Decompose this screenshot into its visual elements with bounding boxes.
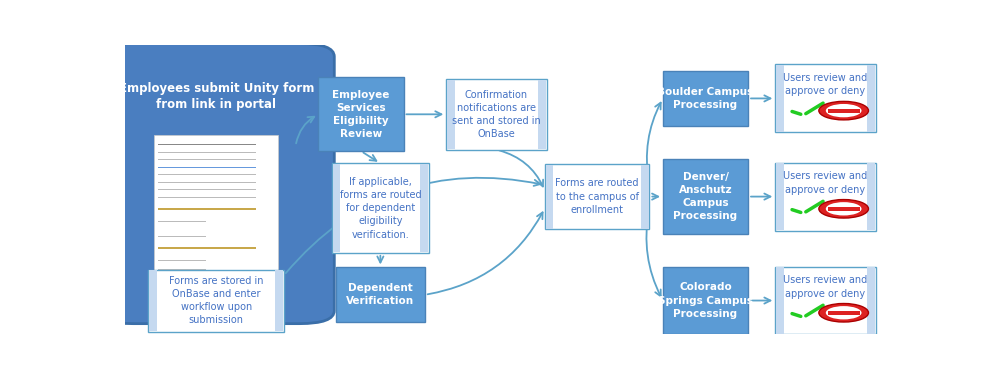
FancyBboxPatch shape xyxy=(158,152,256,153)
Text: Users review and
approve or deny: Users review and approve or deny xyxy=(783,275,868,298)
FancyBboxPatch shape xyxy=(276,270,283,331)
FancyBboxPatch shape xyxy=(158,197,256,198)
FancyBboxPatch shape xyxy=(158,278,206,279)
FancyBboxPatch shape xyxy=(158,236,206,237)
FancyBboxPatch shape xyxy=(333,164,341,252)
Text: Colorado
Springs Campus
Processing: Colorado Springs Campus Processing xyxy=(658,282,753,319)
FancyBboxPatch shape xyxy=(663,159,748,234)
FancyBboxPatch shape xyxy=(538,80,546,149)
FancyBboxPatch shape xyxy=(149,270,157,331)
FancyBboxPatch shape xyxy=(158,260,206,261)
FancyBboxPatch shape xyxy=(776,267,784,334)
FancyBboxPatch shape xyxy=(421,164,428,252)
Text: Boulder Campus
Processing: Boulder Campus Processing xyxy=(657,87,753,110)
Circle shape xyxy=(826,202,861,216)
FancyBboxPatch shape xyxy=(158,182,256,183)
Circle shape xyxy=(819,101,868,120)
FancyBboxPatch shape xyxy=(663,267,748,334)
FancyBboxPatch shape xyxy=(641,165,648,228)
FancyBboxPatch shape xyxy=(867,267,875,334)
FancyBboxPatch shape xyxy=(775,267,876,334)
Circle shape xyxy=(826,306,861,320)
Text: Confirmation
notifications are
sent and stored in
OnBase: Confirmation notifications are sent and … xyxy=(453,90,540,139)
FancyBboxPatch shape xyxy=(663,71,748,126)
FancyBboxPatch shape xyxy=(447,80,455,149)
Circle shape xyxy=(826,104,861,117)
FancyBboxPatch shape xyxy=(158,208,256,210)
FancyBboxPatch shape xyxy=(775,163,876,231)
FancyBboxPatch shape xyxy=(158,144,256,145)
Text: Employee
Services
Eligibility
Review: Employee Services Eligibility Review xyxy=(333,90,390,139)
FancyBboxPatch shape xyxy=(98,44,335,324)
Text: Denver/
Anschutz
Campus
Processing: Denver/ Anschutz Campus Processing xyxy=(673,172,737,221)
FancyBboxPatch shape xyxy=(158,269,206,270)
FancyBboxPatch shape xyxy=(776,163,784,230)
Text: If applicable,
forms are routed
for dependent
eligibility
verification.: If applicable, forms are routed for depe… xyxy=(340,177,422,240)
FancyBboxPatch shape xyxy=(332,164,429,253)
FancyBboxPatch shape xyxy=(867,65,875,132)
FancyBboxPatch shape xyxy=(158,159,256,160)
Circle shape xyxy=(819,303,868,322)
FancyBboxPatch shape xyxy=(336,267,425,322)
Text: Users review and
approve or deny: Users review and approve or deny xyxy=(783,171,868,195)
FancyBboxPatch shape xyxy=(775,64,876,132)
FancyBboxPatch shape xyxy=(827,207,860,211)
FancyBboxPatch shape xyxy=(158,247,256,249)
FancyBboxPatch shape xyxy=(158,221,206,222)
FancyBboxPatch shape xyxy=(545,165,553,228)
FancyBboxPatch shape xyxy=(447,79,546,150)
FancyBboxPatch shape xyxy=(158,174,256,175)
FancyBboxPatch shape xyxy=(158,167,256,168)
FancyBboxPatch shape xyxy=(827,109,860,112)
FancyBboxPatch shape xyxy=(544,164,649,229)
FancyBboxPatch shape xyxy=(827,311,860,315)
FancyBboxPatch shape xyxy=(154,135,278,285)
Text: Forms are routed
to the campus of
enrollment: Forms are routed to the campus of enroll… xyxy=(555,178,639,215)
Text: Dependent
Verification: Dependent Verification xyxy=(347,283,415,306)
FancyBboxPatch shape xyxy=(158,228,206,229)
FancyBboxPatch shape xyxy=(158,189,256,190)
FancyBboxPatch shape xyxy=(149,270,284,332)
Circle shape xyxy=(819,200,868,218)
Text: Employees submit Unity form
from link in portal: Employees submit Unity form from link in… xyxy=(119,82,314,111)
FancyBboxPatch shape xyxy=(776,65,784,132)
FancyBboxPatch shape xyxy=(319,78,404,151)
FancyBboxPatch shape xyxy=(867,163,875,230)
Text: Forms are stored in
OnBase and enter
workflow upon
submission: Forms are stored in OnBase and enter wor… xyxy=(169,276,264,326)
Text: Users review and
approve or deny: Users review and approve or deny xyxy=(783,73,868,96)
